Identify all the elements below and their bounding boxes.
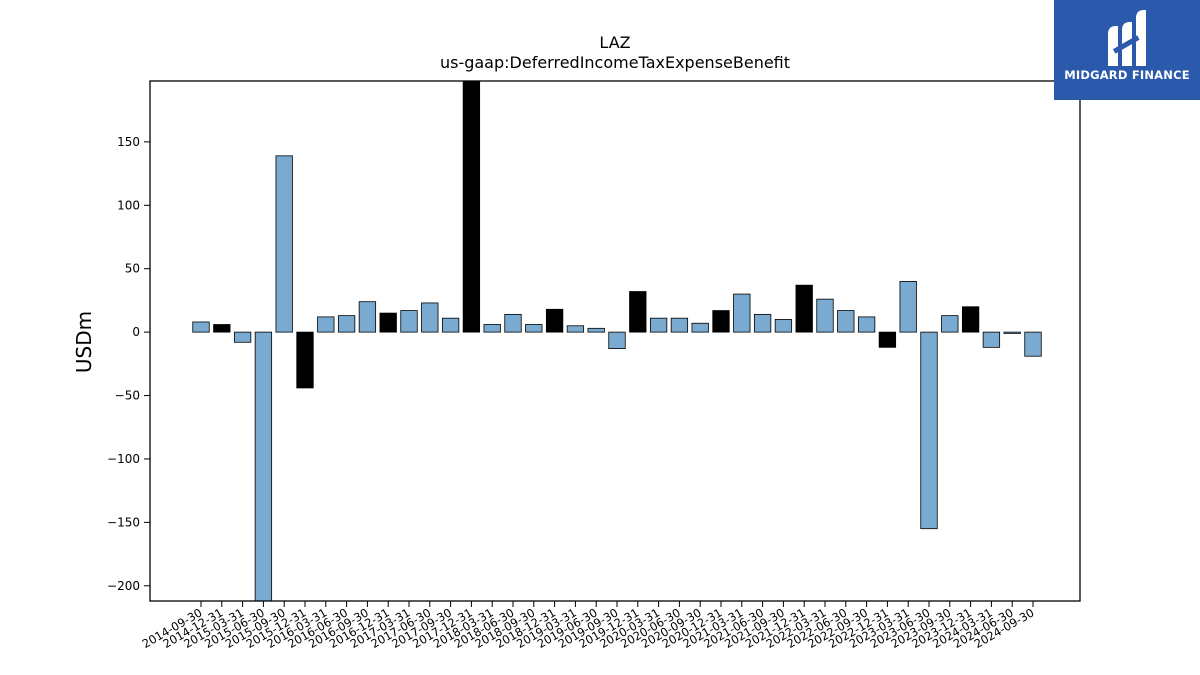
bar [483,324,501,333]
bar [1003,331,1021,334]
y-tick-label: 100 [117,198,140,212]
y-tick-label: −200 [107,579,140,593]
bar [1024,331,1042,357]
bar [878,331,897,348]
plot-frame [149,80,1081,602]
bar [857,316,876,333]
bar [795,284,813,333]
y-tick-label: 150 [117,135,140,149]
plot-area: 2014-09-302014-12-312015-03-312015-06-30… [107,80,1081,651]
bar [920,331,938,530]
bar [629,291,647,333]
bar [774,319,793,333]
bar [566,325,585,333]
y-tick-label: 50 [125,262,140,276]
bar [400,310,418,333]
bar [961,306,980,333]
bar [504,313,522,333]
chart-subtitle: us-gaap:DeferredIncomeTaxExpenseBenefit [440,53,790,72]
bar [275,155,293,333]
bar [233,331,252,343]
bar [691,322,709,333]
bar [941,315,959,333]
bar [899,280,917,333]
bar [525,324,543,333]
bar [816,298,834,333]
bar [545,308,564,333]
chart-title: LAZ [599,33,630,52]
y-tick-label: 0 [132,325,140,339]
y-tick-label: −150 [107,515,140,529]
y-tick-label: −50 [115,389,140,403]
y-axis-label: USDm [72,311,96,373]
midgard-logo-icon [1108,10,1146,66]
bar [649,317,668,333]
midgard-logo: MIDGARD FINANCE [1054,0,1200,100]
bar [753,313,772,333]
bar [421,302,439,333]
bar [712,310,730,333]
bar [608,331,626,350]
bar [670,317,689,333]
bar [982,331,1001,348]
bar [213,324,231,333]
bar [192,321,210,333]
bar [254,331,273,602]
bar [317,316,335,333]
bar [337,315,356,333]
bar [587,327,605,333]
y-tick-label: −100 [107,452,140,466]
bar [837,310,855,333]
bar [441,317,460,333]
bar [733,293,751,333]
logo-text: MIDGARD FINANCE [1064,68,1190,82]
bar [379,312,397,333]
bar [358,301,377,333]
bar [462,80,481,333]
bar [296,331,314,389]
